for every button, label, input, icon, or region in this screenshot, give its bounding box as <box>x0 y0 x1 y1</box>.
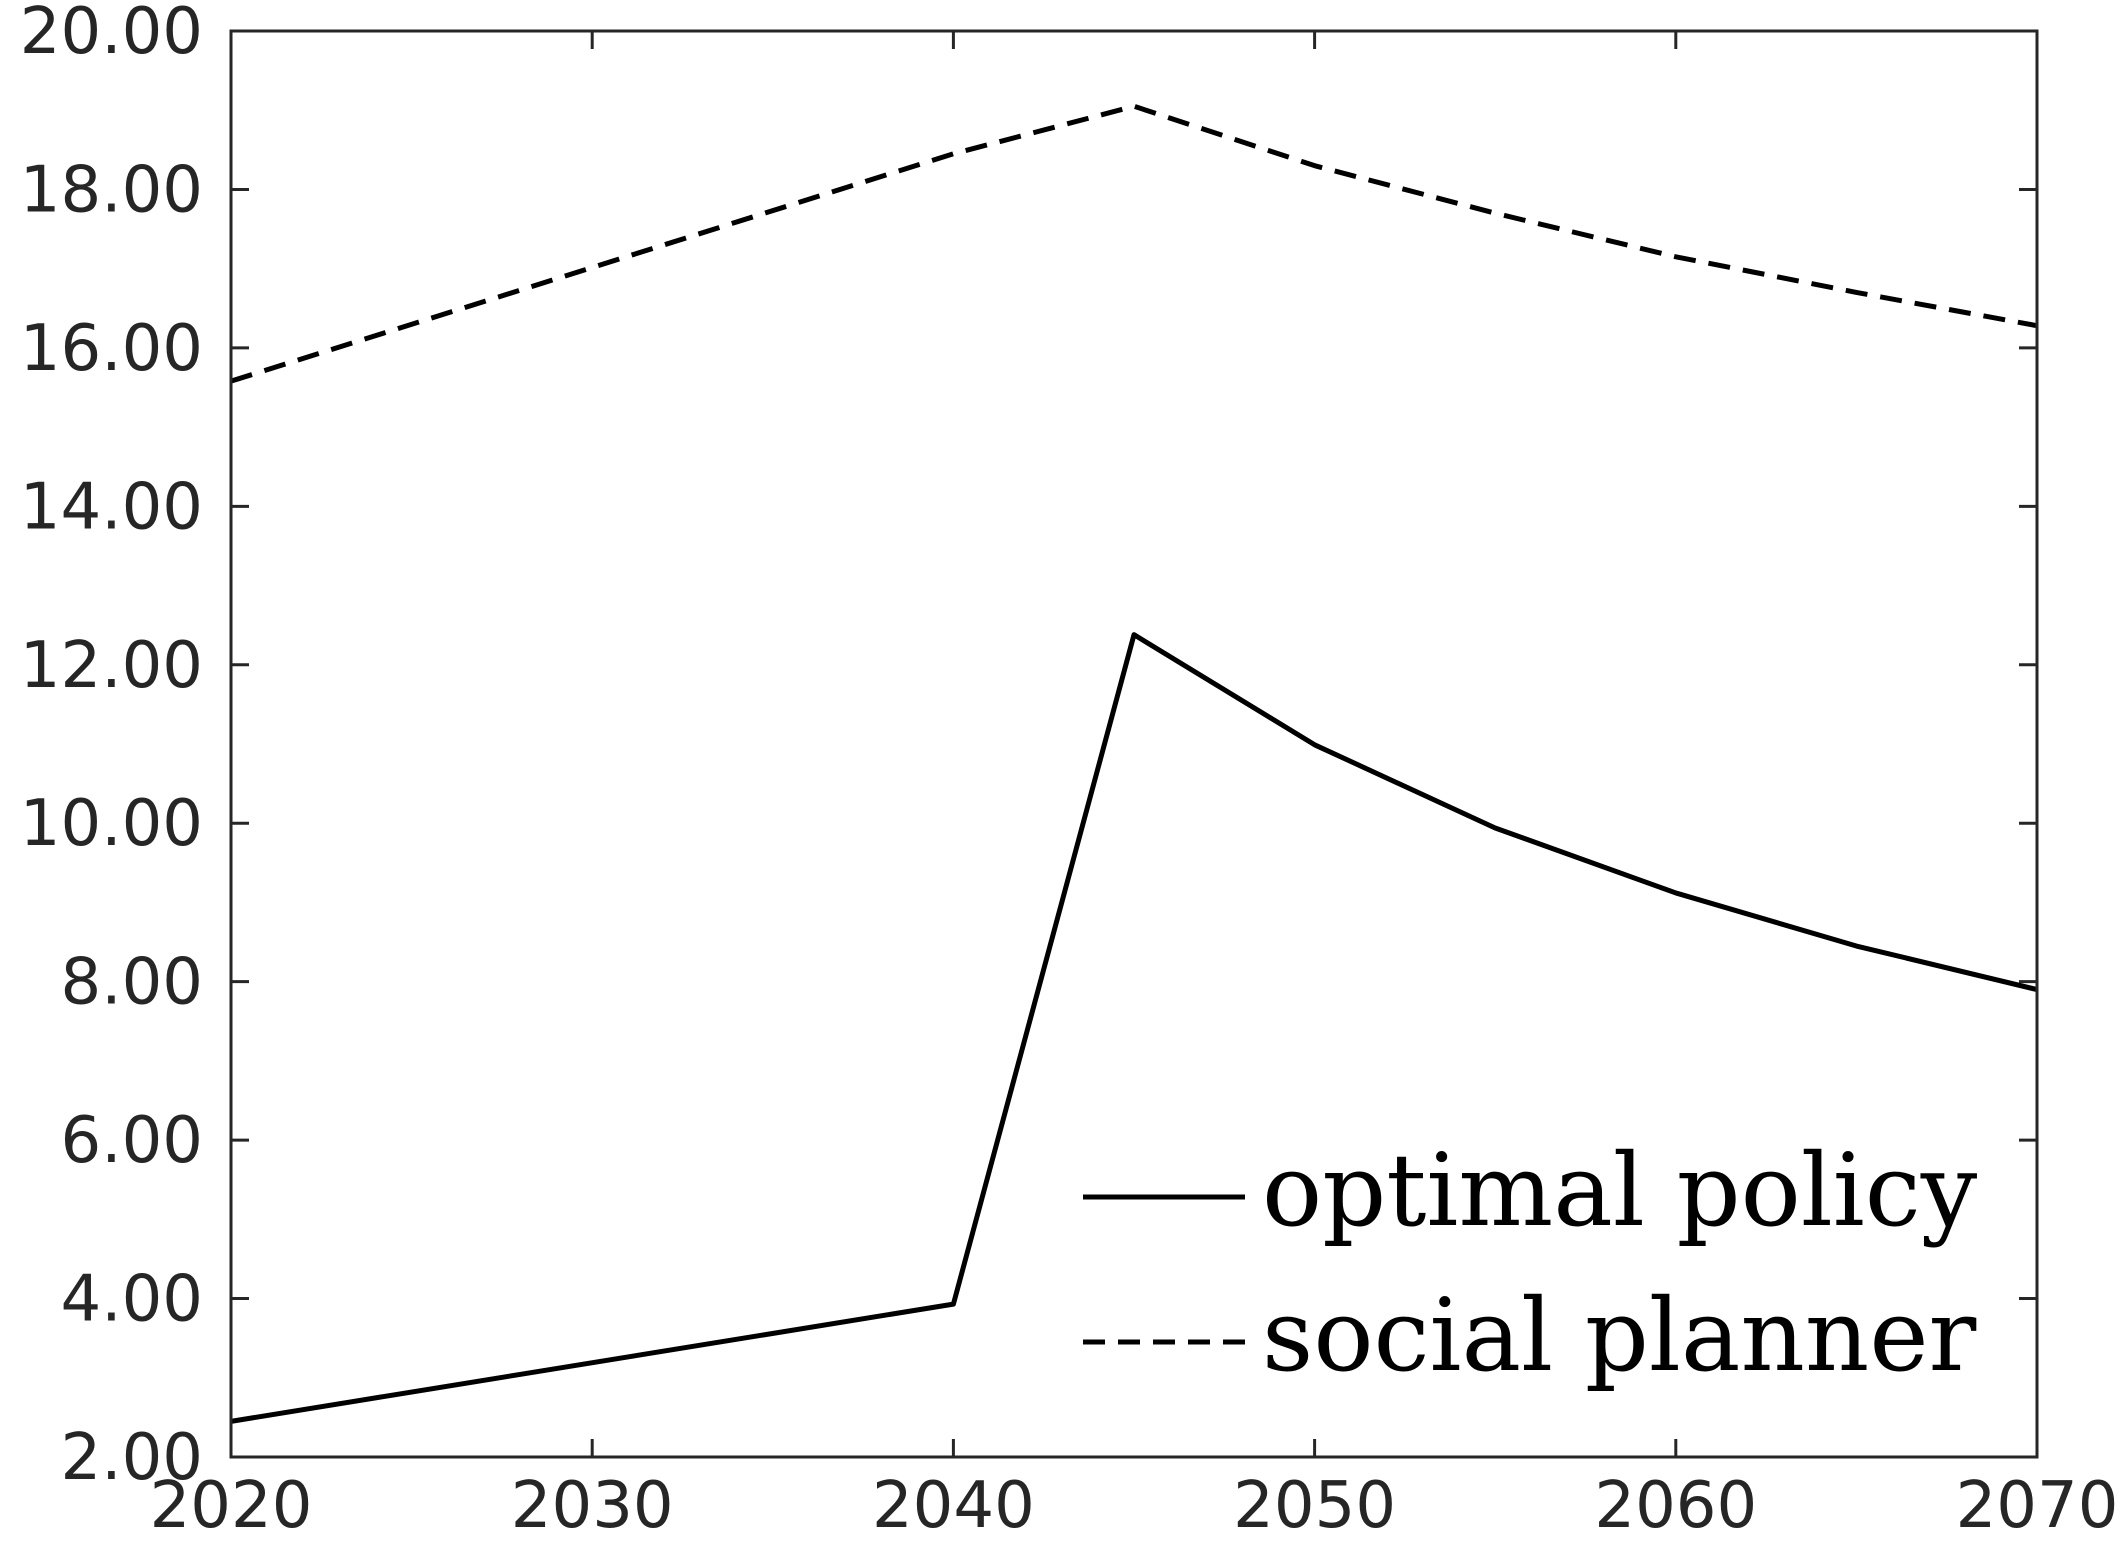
y-axis: 2.00 4.00 6.00 8.00 10.00 12.00 14.00 16.00 18.0… <box>20 0 2037 1495</box>
legend-label: social planner <box>1262 1277 1977 1394</box>
x-tick-label: 2070 <box>1956 1469 2119 1543</box>
series-line-optimal-policy <box>230 632 2038 1424</box>
x-tick-label: 2050 <box>1233 1469 1396 1543</box>
x-axis: 2020 2030 2040 2050 2060 2070 <box>150 31 2119 1543</box>
x-tick-label: 2030 <box>511 1469 674 1543</box>
y-tick-label: 8.00 <box>61 946 204 1020</box>
x-tick-label: 2060 <box>1594 1469 1757 1543</box>
legend-label: optimal policy <box>1262 1132 1978 1249</box>
series-line-social-planner <box>230 103 2038 384</box>
y-tick-label: 6.00 <box>61 1104 204 1178</box>
x-tick-label: 2020 <box>150 1469 313 1543</box>
legend: optimal policy social planner <box>1083 1132 1978 1394</box>
y-tick-label: 14.00 <box>20 470 203 544</box>
y-tick-label: 18.00 <box>20 153 203 227</box>
y-tick-label: 4.00 <box>61 1263 204 1337</box>
series-layer <box>230 103 2038 1424</box>
y-tick-label: 2.00 <box>61 1421 204 1495</box>
x-tick-label: 2040 <box>872 1469 1035 1543</box>
y-tick-label: 20.00 <box>20 0 203 69</box>
plot-area-frame <box>229 29 2039 1459</box>
y-tick-label: 16.00 <box>20 312 203 386</box>
y-tick-label: 10.00 <box>20 787 203 861</box>
y-tick-label: 12.00 <box>20 629 203 703</box>
